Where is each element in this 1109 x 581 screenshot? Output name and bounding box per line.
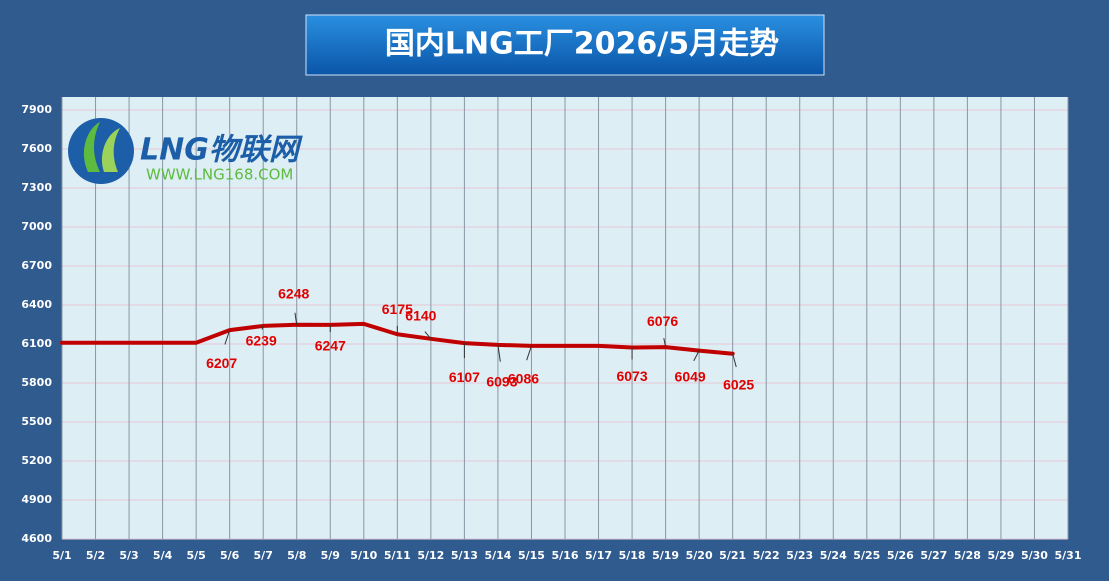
data-label: 6086 bbox=[508, 371, 539, 387]
x-tick-label: 5/27 bbox=[920, 549, 947, 562]
leader-line bbox=[732, 353, 737, 368]
y-tick-label: 6400 bbox=[21, 298, 52, 311]
x-tick-label: 5/9 bbox=[321, 549, 340, 562]
y-tick-label: 4600 bbox=[21, 532, 52, 545]
x-tick-label: 5/3 bbox=[119, 549, 138, 562]
data-label: 6025 bbox=[723, 376, 754, 392]
logo: LNG物联网 WWW.LNG168.COM bbox=[68, 118, 303, 184]
x-tick-label: 5/14 bbox=[484, 549, 511, 562]
x-tick-label: 5/24 bbox=[820, 549, 847, 562]
data-label: 6248 bbox=[278, 285, 309, 301]
data-label: 6093 bbox=[486, 374, 517, 390]
x-tick-label: 5/13 bbox=[451, 549, 478, 562]
x-tick-label: 5/4 bbox=[153, 549, 173, 562]
leader-line bbox=[663, 338, 667, 348]
x-tick-label: 5/6 bbox=[220, 549, 240, 562]
x-tick-label: 5/18 bbox=[619, 549, 646, 562]
logo-name: LNG物联网 bbox=[140, 133, 303, 168]
data-label: 6073 bbox=[616, 368, 647, 384]
y-tick-label: 4900 bbox=[21, 493, 52, 506]
x-tick-label: 5/5 bbox=[186, 549, 205, 562]
leader-line bbox=[224, 329, 231, 345]
x-tick-label: 5/26 bbox=[887, 549, 914, 562]
x-tick-label: 5/15 bbox=[518, 549, 545, 562]
x-tick-label: 5/8 bbox=[287, 549, 306, 562]
x-tick-label: 5/10 bbox=[350, 549, 377, 562]
x-tick-label: 5/29 bbox=[987, 549, 1014, 562]
x-tick-label: 5/19 bbox=[652, 549, 679, 562]
data-label: 6076 bbox=[647, 313, 678, 329]
y-tick-label: 6100 bbox=[21, 337, 52, 350]
y-tick-label: 6700 bbox=[21, 259, 52, 272]
x-tick-label: 5/16 bbox=[552, 549, 579, 562]
logo-mark bbox=[68, 118, 134, 184]
x-tick-label: 5/17 bbox=[585, 549, 612, 562]
x-tick-label: 5/12 bbox=[417, 549, 444, 562]
data-label: 6107 bbox=[449, 369, 480, 385]
x-tick-label: 5/31 bbox=[1055, 549, 1082, 562]
x-tick-label: 5/30 bbox=[1021, 549, 1048, 562]
y-tick-label: 7900 bbox=[21, 103, 52, 116]
leader-line bbox=[261, 325, 264, 330]
x-tick-label: 5/25 bbox=[853, 549, 880, 562]
leader-line bbox=[294, 312, 298, 325]
title-box bbox=[305, 14, 825, 76]
leader-line bbox=[693, 350, 700, 362]
y-tick-label: 5800 bbox=[21, 376, 52, 389]
data-label: 6247 bbox=[315, 338, 346, 354]
x-tick-label: 5/7 bbox=[254, 549, 273, 562]
x-tick-label: 5/1 bbox=[52, 549, 71, 562]
data-label: 6049 bbox=[675, 368, 706, 384]
y-tick-label: 7600 bbox=[21, 142, 52, 155]
x-tick-label: 5/28 bbox=[954, 549, 981, 562]
y-tick-label: 7300 bbox=[21, 181, 52, 194]
logo-url: WWW.LNG168.COM bbox=[146, 166, 293, 184]
leader-line bbox=[526, 345, 532, 361]
data-label: 6239 bbox=[246, 333, 277, 349]
y-tick-label: 7000 bbox=[21, 220, 52, 233]
chart-title: 国内LNG工厂2026/5月走势 bbox=[385, 27, 779, 62]
x-tick-label: 5/23 bbox=[786, 549, 813, 562]
y-tick-label: 5200 bbox=[21, 454, 52, 467]
x-tick-label: 5/20 bbox=[686, 549, 713, 562]
data-label: 6207 bbox=[206, 355, 237, 371]
logo-leaf bbox=[83, 122, 100, 172]
data-label: 6175 bbox=[382, 301, 413, 317]
y-tick-label: 5500 bbox=[21, 415, 52, 428]
leader-line bbox=[424, 331, 432, 340]
data-label: 6140 bbox=[405, 308, 436, 324]
x-tick-label: 5/2 bbox=[86, 549, 105, 562]
x-tick-label: 5/22 bbox=[753, 549, 780, 562]
x-tick-label: 5/21 bbox=[719, 549, 746, 562]
x-tick-label: 5/11 bbox=[384, 549, 411, 562]
logo-leaf bbox=[101, 128, 120, 172]
leader-line bbox=[497, 344, 501, 362]
